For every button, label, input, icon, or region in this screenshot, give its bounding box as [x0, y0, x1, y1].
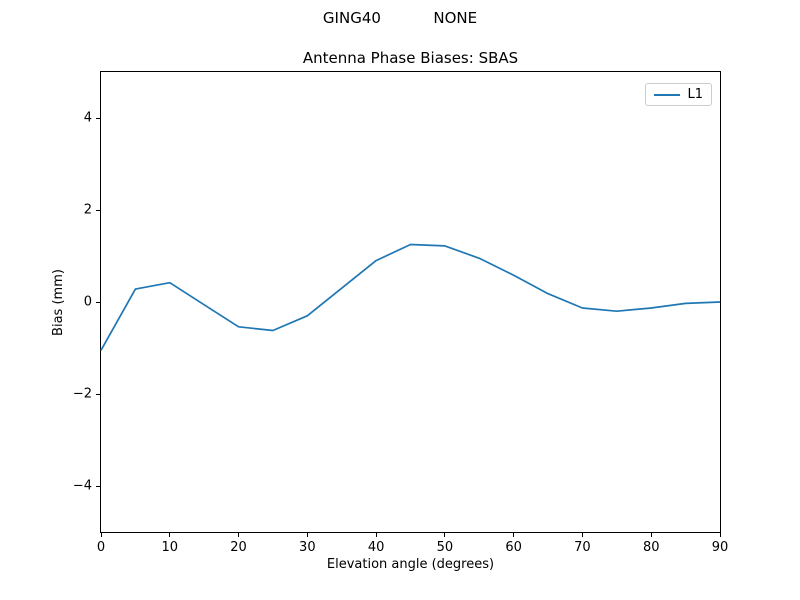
y-tick-mark [96, 209, 100, 211]
y-tick-label: 2 [83, 202, 92, 218]
x-tick-mark [306, 533, 308, 537]
y-axis-label: Bias (mm) [50, 268, 66, 336]
x-tick-mark [513, 533, 515, 537]
x-tick-mark [100, 533, 102, 537]
x-tick-label: 20 [230, 540, 247, 555]
line-chart-canvas [100, 243, 721, 351]
legend-label-l1: L1 [687, 87, 703, 102]
chart-title: Antenna Phase Biases: SBAS [302, 49, 519, 67]
x-tick-label: 40 [367, 540, 385, 555]
x-tick-label: 90 [711, 540, 729, 555]
figure-title: GING40 NONE [322, 9, 478, 27]
x-tick-mark [375, 533, 377, 537]
x-tick-mark [169, 533, 171, 537]
y-axis-label-box: Bias (mm) [50, 71, 66, 533]
x-tick-label: 0 [96, 540, 106, 555]
x-axis-label: Elevation angle (degrees) [326, 557, 495, 572]
y-tick-mark [96, 393, 100, 395]
x-tick-label: 80 [642, 540, 660, 555]
x-tick-label: 60 [505, 540, 522, 555]
y-tick-label: 0 [83, 294, 92, 310]
x-tick-mark [444, 533, 446, 537]
y-tick-mark [96, 117, 100, 119]
y-tick-mark [96, 485, 100, 487]
x-tick-mark [581, 533, 583, 537]
x-tick-label: 10 [161, 540, 179, 555]
legend: L1 [645, 83, 712, 106]
x-tick-mark [719, 533, 721, 537]
x-tick-mark [650, 533, 652, 537]
y-tick-label: −2 [72, 386, 92, 402]
y-tick-mark [96, 301, 100, 303]
x-tick-label: 30 [299, 540, 316, 555]
x-tick-label: 50 [436, 540, 454, 555]
x-tick-label: 70 [574, 540, 591, 555]
y-tick-label: 4 [83, 110, 92, 126]
x-tick-mark [238, 533, 240, 537]
series-line-l1 [100, 243, 721, 351]
y-tick-label: −4 [72, 478, 92, 494]
legend-line-sample-l1 [654, 93, 681, 96]
plot-area: L1 0 10 20 30 40 50 60 70 80 90 −4 −2 0 2 4 [73, 71, 728, 555]
